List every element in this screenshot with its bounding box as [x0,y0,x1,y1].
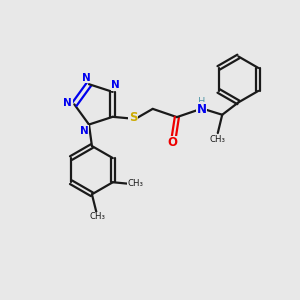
Text: N: N [82,73,90,83]
Text: N: N [197,103,207,116]
Text: N: N [64,98,72,108]
Text: S: S [129,111,137,124]
Text: CH₃: CH₃ [209,135,225,144]
Text: H: H [198,98,206,107]
Text: CH₃: CH₃ [90,212,106,221]
Text: O: O [168,136,178,149]
Text: N: N [80,126,89,136]
Text: N: N [111,80,120,90]
Text: CH₃: CH₃ [128,179,144,188]
